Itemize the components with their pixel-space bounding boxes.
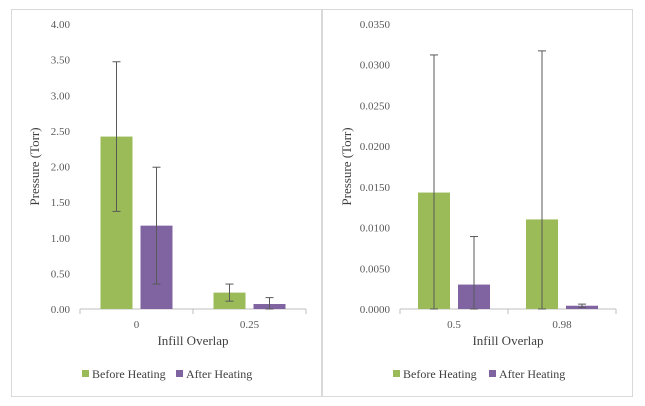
chart1-xtick-label: 0 — [134, 319, 140, 331]
chart2-legend-label-before-heating: Before Heating — [403, 367, 477, 381]
chart1-xtick-label: 0.25 — [240, 319, 260, 331]
chart2-legend-swatch-after-heating — [489, 370, 496, 377]
chart-panel-right — [322, 9, 633, 397]
chart1-x-axis-title: Infill Overlap — [157, 333, 228, 348]
chart1-ytick-label: 3.00 — [51, 90, 71, 102]
chart1-ytick-label: 2.00 — [51, 162, 71, 174]
chart2-ytick-label: 0.0250 — [360, 100, 391, 112]
chart1-legend-swatch-after-heating — [176, 370, 183, 377]
chart1-legend-label-before-heating: Before Heating — [92, 367, 166, 381]
chart2-xtick-label: 0.98 — [552, 319, 572, 331]
chart2-ytick-label: 0.0050 — [360, 263, 391, 275]
chart2-ytick-label: 0.0150 — [360, 182, 391, 194]
chart1-ytick-label: 2.50 — [51, 126, 71, 138]
chart1-ytick-label: 1.00 — [51, 233, 71, 245]
chart2-ytick-label: 0.0100 — [360, 223, 391, 235]
chart1-legend-label-after-heating: After Heating — [186, 367, 252, 381]
chart2-legend-label-after-heating: After Heating — [499, 367, 565, 381]
chart1-ytick-label: 4.00 — [51, 19, 71, 31]
chart2-x-axis-title: Infill Overlap — [472, 333, 543, 348]
chart1-ytick-label: 3.50 — [51, 55, 71, 67]
chart2-ytick-label: 0.0350 — [360, 19, 391, 31]
chart2-ytick-label: 0.0000 — [360, 304, 391, 316]
chart1-ytick-label: 1.50 — [51, 197, 71, 209]
chart1-ytick-label: 0.00 — [51, 304, 71, 316]
chart1-y-axis-title: Pressure (Torr) — [27, 127, 42, 205]
chart2-legend-swatch-before-heating — [393, 370, 400, 377]
chart2-y-axis-title: Pressure (Torr) — [339, 127, 354, 205]
chart1-legend-swatch-before-heating — [82, 370, 89, 377]
chart-panel-left — [11, 9, 322, 397]
chart2-ytick-label: 0.0300 — [360, 60, 391, 72]
chart2-ytick-label: 0.0200 — [360, 141, 391, 153]
chart1-ytick-label: 0.50 — [51, 268, 71, 280]
chart2-xtick-label: 0.5 — [447, 319, 461, 331]
